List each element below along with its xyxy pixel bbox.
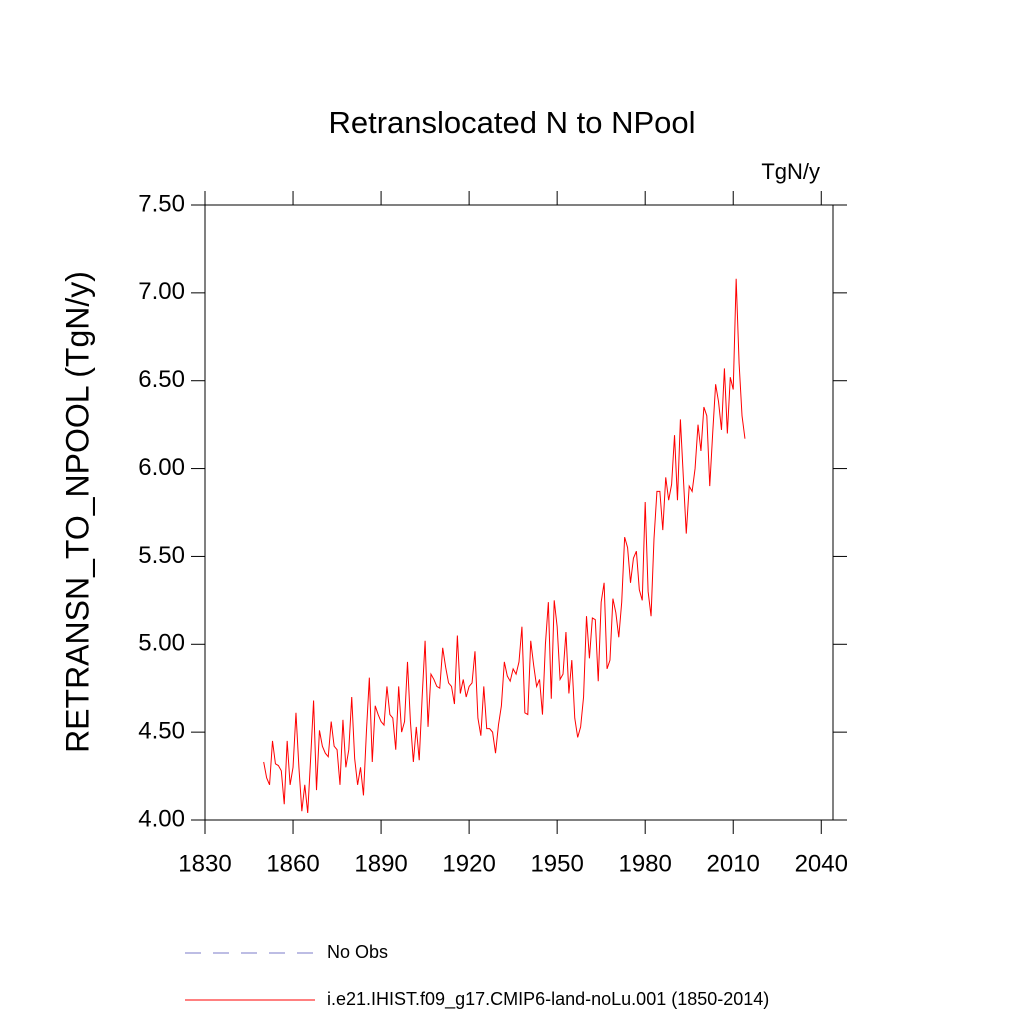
y-axis-label: RETRANSN_TO_NPOOL (TgN/y) bbox=[59, 271, 95, 753]
y-tick-label: 7.00 bbox=[138, 278, 185, 305]
units-label: TgN/y bbox=[761, 159, 820, 184]
x-tick-label: 1830 bbox=[178, 850, 231, 877]
y-tick-label: 4.00 bbox=[138, 805, 185, 832]
data-line bbox=[263, 278, 746, 814]
chart-title: Retranslocated N to NPool bbox=[328, 105, 695, 140]
x-tick-label: 1920 bbox=[442, 850, 495, 877]
x-tick-label: 1860 bbox=[266, 850, 319, 877]
x-tick-label: 1980 bbox=[618, 850, 671, 877]
x-tick-label: 2010 bbox=[707, 850, 760, 877]
legend-label: No Obs bbox=[327, 942, 388, 962]
y-tick-label: 6.00 bbox=[138, 454, 185, 481]
y-tick-label: 5.50 bbox=[138, 542, 185, 569]
x-tick-label: 1890 bbox=[354, 850, 407, 877]
x-tick-label: 1950 bbox=[530, 850, 583, 877]
legend-label: i.e21.IHIST.f09_g17.CMIP6-land-noLu.001 … bbox=[327, 989, 769, 1010]
y-tick-label: 5.00 bbox=[138, 630, 185, 657]
x-tick-label: 2040 bbox=[795, 850, 848, 877]
plot-frame bbox=[204, 204, 834, 821]
y-tick-label: 7.50 bbox=[138, 190, 185, 217]
y-tick-label: 4.50 bbox=[138, 717, 185, 744]
y-tick-label: 6.50 bbox=[138, 366, 185, 393]
